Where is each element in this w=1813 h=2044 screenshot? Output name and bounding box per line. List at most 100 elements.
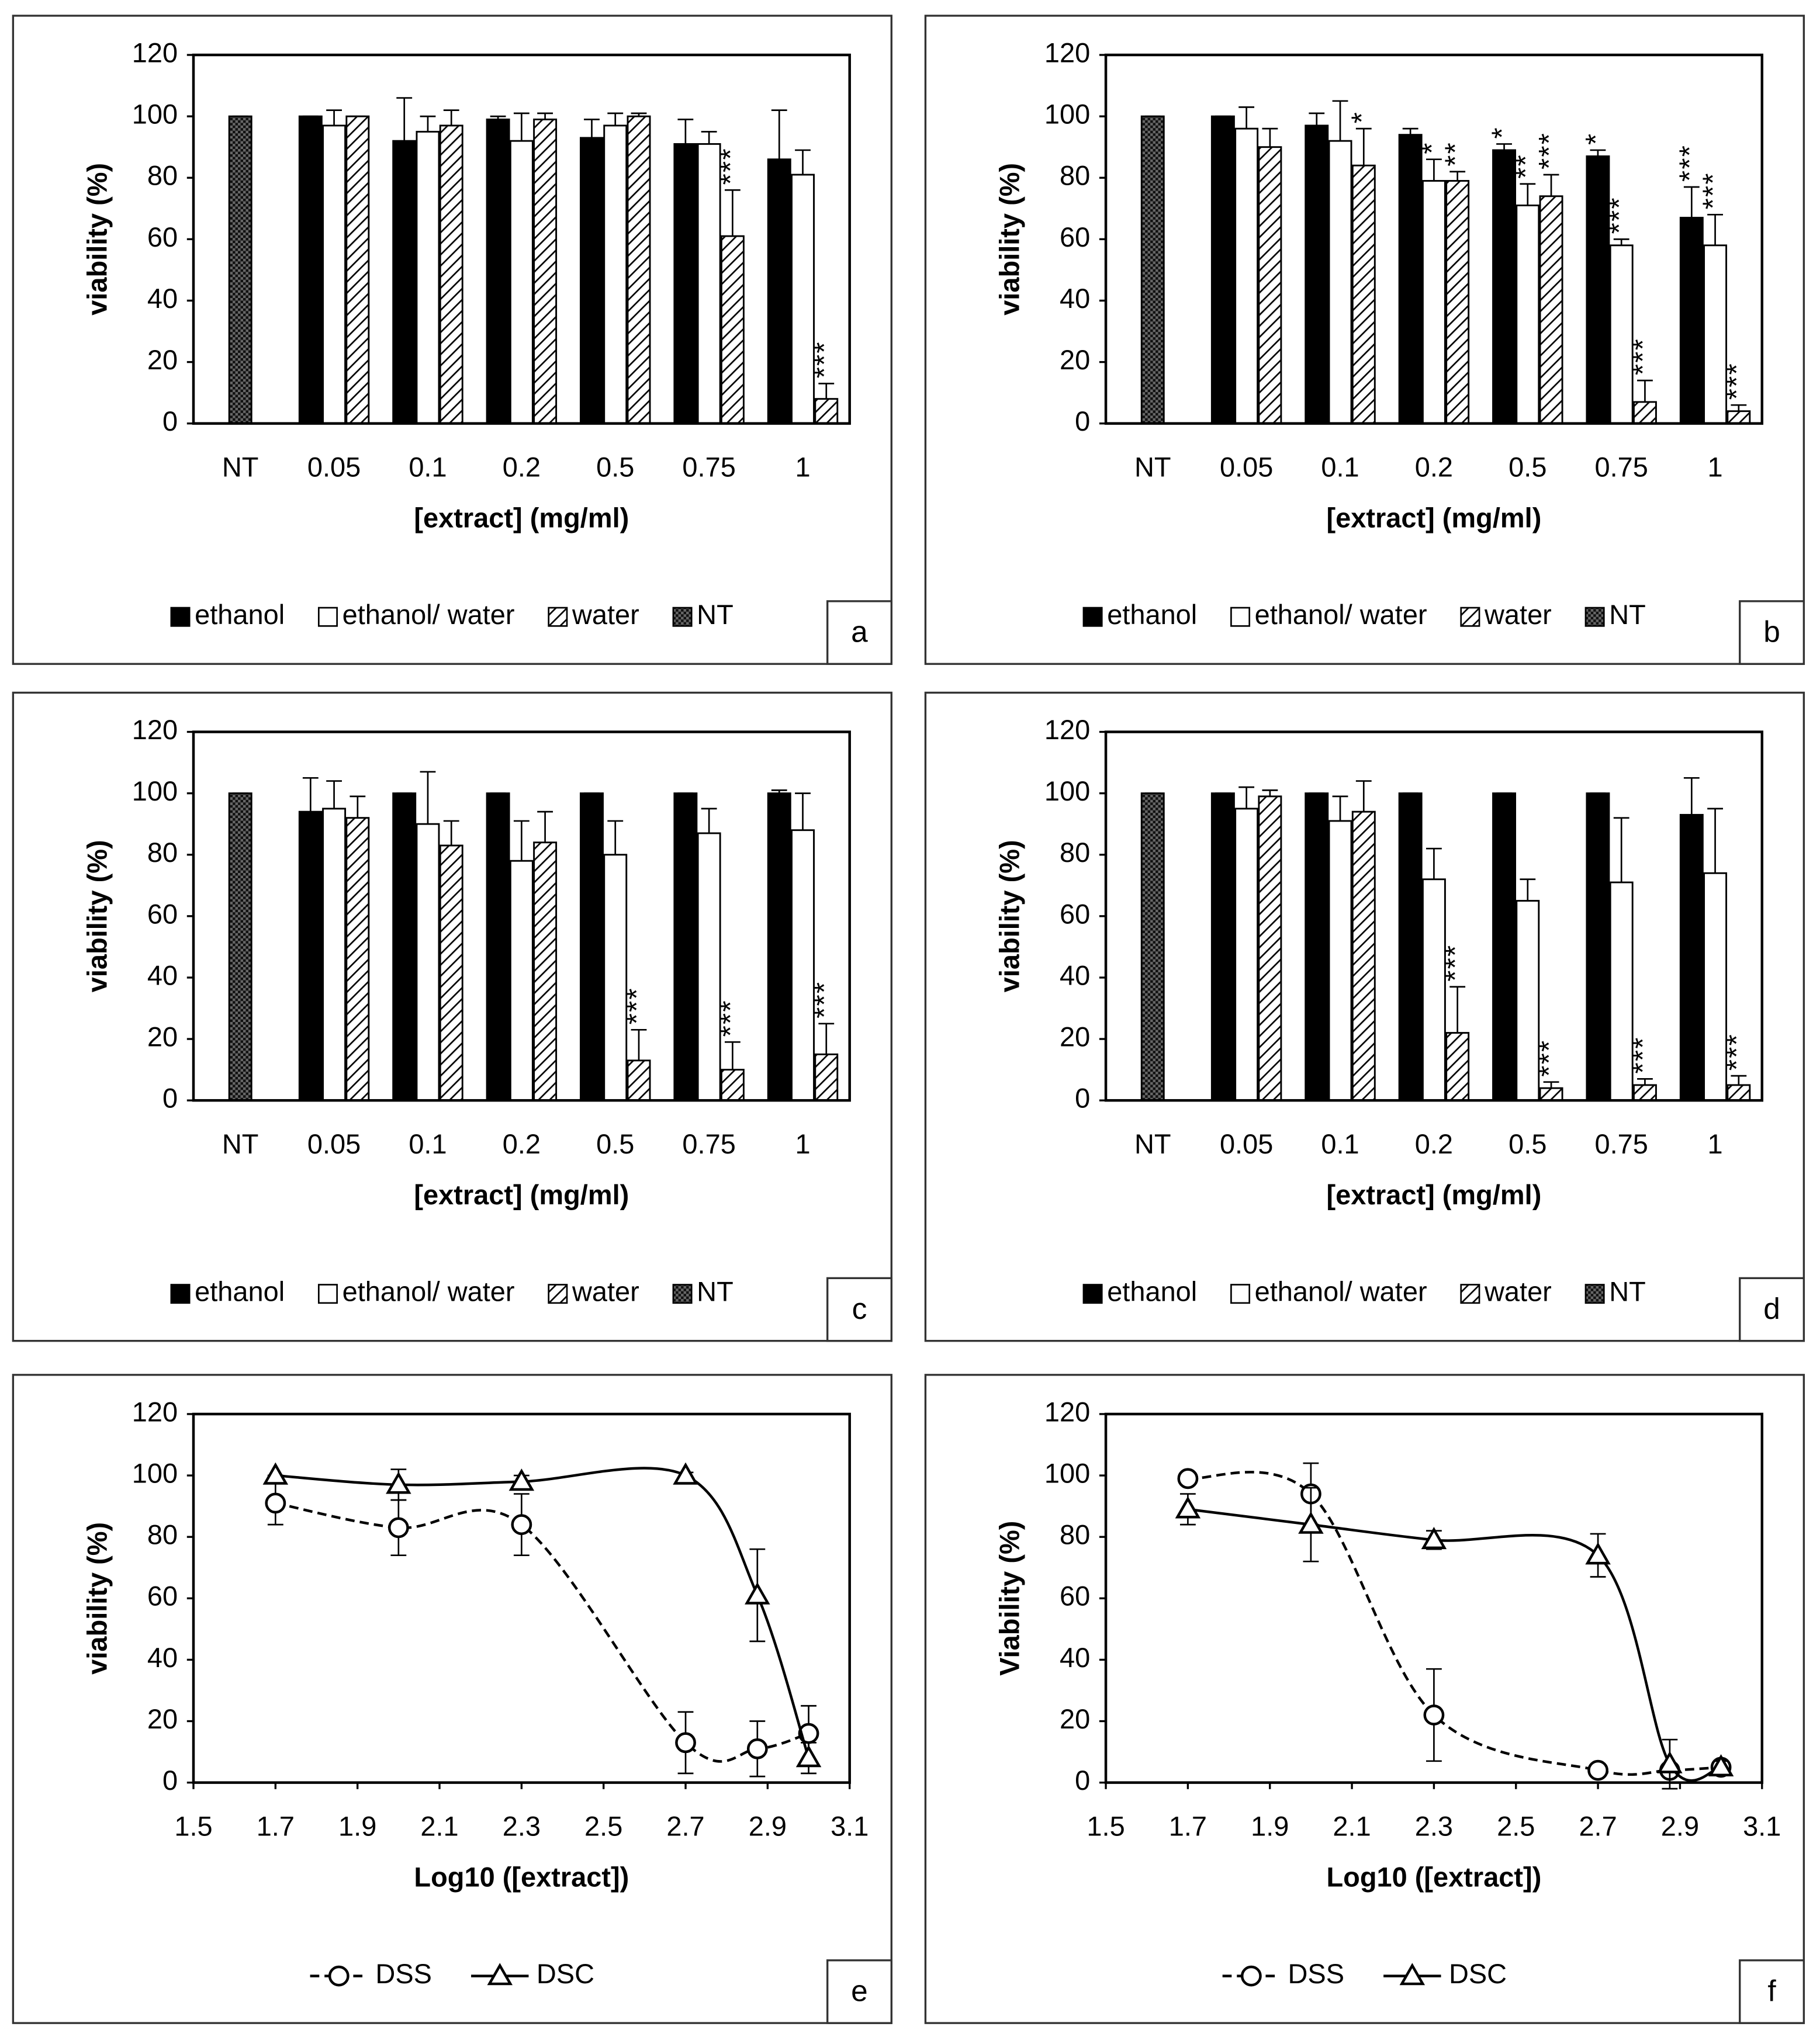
x-tick-label: 2.3 [503,1810,541,1841]
bar [1140,115,1165,425]
x-tick-label: NT [222,1128,259,1159]
error-bar [326,109,342,126]
error-bar [302,777,319,812]
legend-swatch [317,1284,338,1304]
error-bar [1332,795,1348,821]
legend-label: water [572,1276,639,1307]
marker [387,1517,409,1539]
error-bar [1707,213,1724,245]
y-tick-label: 120 [1044,37,1090,68]
legend-label: NT [1609,599,1646,630]
legend-swatch [1584,1284,1605,1304]
bar [1210,115,1235,425]
bar [697,143,721,425]
y-tick-label: 60 [147,898,178,929]
series-line [1188,1508,1721,1782]
marker [1423,1705,1445,1726]
bar [1679,813,1704,1101]
y-tick-label: 80 [1060,1519,1090,1550]
bar [439,124,463,425]
significance: * [1416,141,1448,154]
legend-swatch [1230,607,1251,627]
x-tick-label: NT [1134,451,1171,482]
x-tick-label: 3.1 [1743,1810,1781,1841]
bar [1726,1084,1751,1101]
error-bar [724,189,741,237]
x-tick-label: 2.1 [420,1810,458,1841]
marker [675,1732,696,1754]
y-tick-label: 20 [1060,1021,1090,1052]
x-tick-label: 0.5 [596,451,634,482]
y-tick-label: 100 [132,775,178,806]
error-bar [771,109,787,160]
panel: 0 20 40 60 80 100 120 viability (%) [extract] (m… [12,691,892,1342]
plot-frame [192,1412,851,1784]
x-tick-label: 1.5 [174,1810,212,1841]
legend-label: ethanol [1107,1276,1197,1307]
y-tick-label: 40 [147,959,178,990]
y-tick-label: 20 [147,344,178,375]
bar [1632,1084,1657,1101]
panel-label-box [1739,1277,1805,1342]
error-bar [1332,100,1348,141]
legend-swatch [1460,1284,1480,1304]
error-bar [490,115,506,120]
y-axis-label: viability (%) [994,163,1025,316]
error-bar [1309,112,1325,126]
bar [720,235,745,425]
y-tick-label: 60 [147,221,178,252]
significance: *** [1721,1033,1753,1070]
bar [673,143,698,425]
marker [1298,1511,1324,1534]
marker [745,1582,770,1605]
legend-label: water [1484,1276,1552,1307]
x-tick-label: 2.9 [1661,1810,1699,1841]
error-bar [1496,143,1512,150]
error-bar [1426,158,1442,181]
error-bar [1731,1075,1747,1085]
bar [697,832,721,1101]
marker [1175,1496,1201,1519]
bar [228,792,252,1101]
bar [509,140,534,425]
series-line [275,1502,809,1763]
bar [1609,244,1634,425]
marker [795,1745,822,1768]
legend-label: ethanol [1107,599,1197,630]
x-tick-label: 0.5 [1508,451,1546,482]
y-tick-label: 20 [147,1703,178,1734]
bar [298,810,323,1101]
significance: *** [1697,172,1729,209]
y-tick-label: 100 [1044,775,1090,806]
significance: *** [714,999,746,1037]
legend-swatch [170,607,191,627]
marker [1708,1754,1734,1777]
panel: 0 20 40 60 80 100 120 Viability (%) Log10 ([extr… [924,1374,1805,2024]
error-bar [607,820,624,855]
bar [720,1069,745,1101]
error-bar [818,1023,835,1055]
bar [1351,810,1376,1101]
bar [486,792,510,1101]
significance: *** [1627,338,1659,375]
panel-label: d [1763,1291,1780,1325]
panel: 0 20 40 60 80 100 120 viability (%) [extract] (m… [924,15,1805,665]
y-tick-label: 0 [162,1083,178,1114]
y-tick-label: 40 [147,283,178,314]
bar [627,1059,651,1101]
significance: *** [1533,132,1565,169]
bar [1398,792,1423,1101]
x-tick-label: 0.75 [1595,1128,1648,1159]
significance: ** [1510,154,1542,179]
panel-label-box [826,1959,892,2024]
y-tick-label: 80 [147,1519,178,1550]
legend-swatch [1584,607,1605,627]
bar [345,115,370,425]
x-tick-label: 1.7 [1169,1810,1207,1841]
y-tick-label: 20 [147,1021,178,1052]
x-tick-label: 0.2 [503,1128,541,1159]
y-tick-label: 40 [147,1642,178,1673]
legend-swatch [1460,607,1480,627]
